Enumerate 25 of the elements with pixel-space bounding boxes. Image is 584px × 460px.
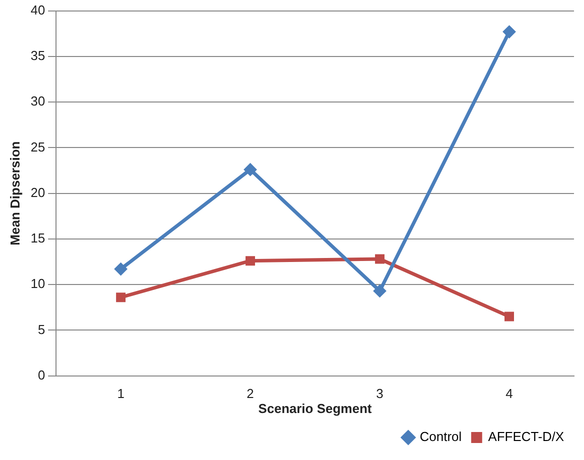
point [114,262,128,276]
y-tick-label: 10 [30,276,46,292]
point [373,284,386,298]
point [375,254,385,264]
legend-label: AFFECT-D/X [488,429,564,444]
x-tick-label: 2 [246,386,254,402]
y-axis-title: Mean Dipsersion [7,141,22,246]
y-tick-label: 25 [30,139,46,154]
y-tick-label: 15 [30,230,46,246]
point [246,256,256,266]
x-tick-label: 1 [117,386,124,402]
x-axis-title: Scenario Segment [258,400,372,416]
point [116,292,126,302]
y-tick-label: 5 [38,322,46,337]
y-tick-label: 35 [30,48,46,64]
y-tick-label: 20 [30,184,46,200]
x-tick-label: 4 [506,386,513,402]
y-tick-label: 0 [38,367,46,382]
point [502,25,516,38]
point [504,312,514,322]
point [244,163,257,176]
legend-label: Control [420,429,462,444]
y-tick-label: 30 [30,94,46,109]
x-tick-label: 3 [376,386,384,402]
y-tick-label: 40 [30,2,46,18]
